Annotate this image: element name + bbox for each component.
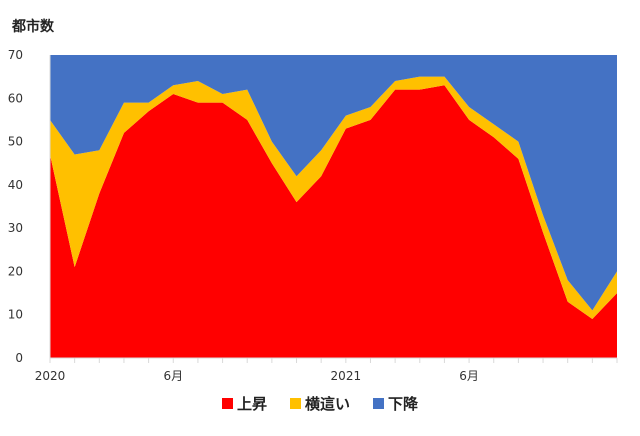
legend-swatch — [222, 398, 233, 409]
y-tick-label: 50 — [8, 135, 23, 149]
y-tick-label: 40 — [8, 178, 23, 192]
area-series-3 — [50, 55, 617, 311]
area-series-1 — [50, 85, 617, 359]
x-tick-label: 6月 — [459, 369, 479, 383]
legend: 上昇 横這い 下降 — [222, 395, 419, 413]
legend-swatch — [290, 398, 301, 409]
legend-swatch — [373, 398, 384, 409]
y-tick-label: 30 — [8, 221, 23, 235]
y-tick-label: 20 — [8, 264, 23, 278]
legend-label: 上昇 — [237, 395, 267, 413]
y-axis-label: 都市数 — [11, 18, 55, 35]
y-tick-label: 60 — [8, 91, 23, 105]
y-tick-label: 10 — [8, 308, 23, 322]
series-areas — [50, 55, 617, 359]
legend-label: 横這い — [305, 395, 350, 413]
legend-label: 下降 — [388, 395, 419, 413]
y-tick-label: 0 — [15, 351, 23, 365]
axes: 0 10 20 30 40 50 60 70 2020 6月 2021 6月 — [8, 48, 618, 383]
x-tick-label: 2021 — [331, 369, 362, 383]
x-tick-label: 2020 — [35, 369, 66, 383]
y-tick-label: 70 — [8, 48, 23, 62]
x-tick-label: 6月 — [163, 369, 183, 383]
